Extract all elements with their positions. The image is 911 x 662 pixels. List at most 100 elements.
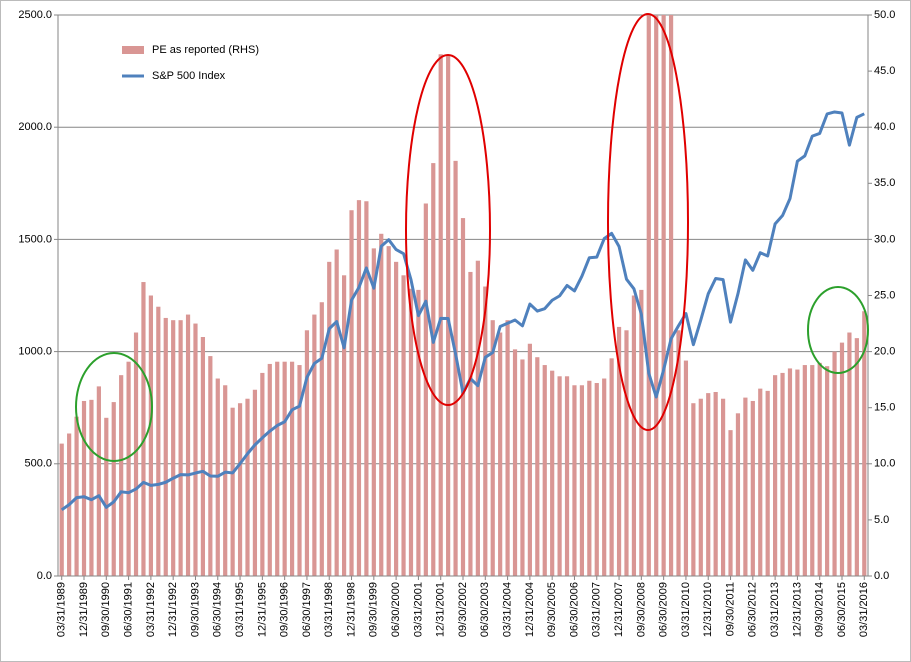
- x-tick-label: 09/30/1999: [368, 582, 380, 637]
- bar: [304, 330, 310, 576]
- x-tick-label: 12/31/2004: [524, 582, 536, 637]
- bar: [431, 163, 436, 576]
- y-tick-label: 500.0: [24, 458, 52, 470]
- bar: [654, 15, 659, 576]
- bar: [706, 393, 711, 576]
- bar: [668, 15, 674, 576]
- y-tick-label: 0.0: [37, 570, 52, 582]
- x-tick-label: 09/30/2011: [724, 582, 736, 636]
- highlight-ellipse: [75, 352, 153, 462]
- bar: [81, 400, 87, 576]
- bar: [200, 337, 206, 576]
- x-tick-label: 12/31/1998: [345, 582, 357, 637]
- bar: [334, 249, 339, 576]
- bar: [713, 391, 718, 576]
- y-tick-label: 1500.0: [18, 233, 52, 245]
- bar: [750, 400, 755, 576]
- bar: [438, 54, 443, 576]
- bar: [832, 351, 837, 576]
- bar: [773, 375, 778, 576]
- y-tick-label: 1000.0: [18, 346, 52, 358]
- bar: [810, 365, 815, 576]
- bar: [854, 338, 859, 576]
- bar: [624, 330, 629, 576]
- bar: [111, 402, 116, 576]
- legend-swatch: [122, 46, 144, 54]
- x-tick-label: 09/30/1996: [279, 582, 291, 637]
- bar: [252, 389, 258, 576]
- x-tick-label: 09/30/1993: [189, 582, 201, 637]
- bar: [364, 201, 369, 576]
- bar: [260, 372, 265, 576]
- bar: [185, 314, 191, 576]
- bar: [676, 330, 681, 576]
- bar: [468, 271, 473, 576]
- bar: [498, 332, 503, 576]
- bar: [96, 386, 101, 576]
- bar: [505, 320, 510, 576]
- bar: [163, 317, 168, 576]
- bar: [312, 314, 317, 576]
- bar: [646, 15, 651, 576]
- bar: [156, 306, 161, 576]
- bar: [475, 260, 480, 576]
- x-tick-label: 06/30/2006: [568, 582, 580, 637]
- x-tick-label: 06/30/2012: [747, 582, 759, 637]
- bar: [275, 361, 280, 576]
- bar: [141, 282, 146, 576]
- bar: [594, 383, 599, 576]
- y2-tick-label: 15.0: [874, 402, 895, 414]
- y2-tick-label: 0.0: [874, 570, 889, 582]
- x-tick-label: 12/31/1992: [167, 582, 179, 637]
- bar: [683, 360, 689, 576]
- bar: [698, 398, 703, 576]
- bar: [237, 403, 243, 576]
- bar: [386, 246, 391, 576]
- bar: [609, 358, 614, 576]
- bar: [602, 378, 607, 576]
- bar: [758, 388, 763, 576]
- bar: [802, 365, 807, 576]
- y-tick-label: 2500.0: [18, 9, 52, 21]
- bar: [557, 376, 562, 576]
- bar: [795, 369, 800, 576]
- x-tick-label: 12/31/2010: [702, 582, 714, 637]
- x-tick-label: 09/30/2005: [546, 582, 558, 637]
- bar: [327, 261, 332, 576]
- bar: [342, 275, 347, 576]
- y2-tick-label: 30.0: [874, 233, 895, 245]
- bar: [780, 372, 785, 576]
- highlight-ellipse: [607, 13, 689, 431]
- y2-tick-label: 20.0: [874, 346, 895, 358]
- bar: [765, 390, 770, 576]
- bar: [178, 320, 183, 576]
- x-tick-label: 09/30/1990: [100, 582, 112, 637]
- bar: [423, 203, 428, 576]
- bar: [542, 365, 547, 576]
- bar: [825, 366, 830, 576]
- y2-tick-label: 50.0: [874, 9, 895, 21]
- y2-tick-label: 40.0: [874, 121, 895, 133]
- bar: [587, 380, 592, 576]
- y-tick-label: 2000.0: [18, 121, 52, 133]
- bar: [483, 286, 488, 576]
- highlight-ellipse: [405, 54, 491, 406]
- bar: [512, 349, 518, 576]
- x-tick-label: 03/31/2007: [591, 582, 603, 637]
- bar: [862, 311, 867, 576]
- x-tick-label: 06/30/1994: [212, 582, 224, 637]
- x-tick-label: 09/30/2002: [457, 582, 469, 637]
- bar: [572, 385, 577, 576]
- bar: [223, 385, 228, 576]
- x-tick-label: 06/30/2009: [658, 582, 670, 637]
- bar: [787, 368, 793, 576]
- bar: [319, 302, 324, 576]
- x-tick-label: 12/31/2007: [613, 582, 625, 637]
- bar: [171, 320, 176, 576]
- bar: [839, 342, 845, 576]
- bar: [349, 210, 354, 576]
- bar: [728, 430, 733, 576]
- bar: [616, 326, 622, 576]
